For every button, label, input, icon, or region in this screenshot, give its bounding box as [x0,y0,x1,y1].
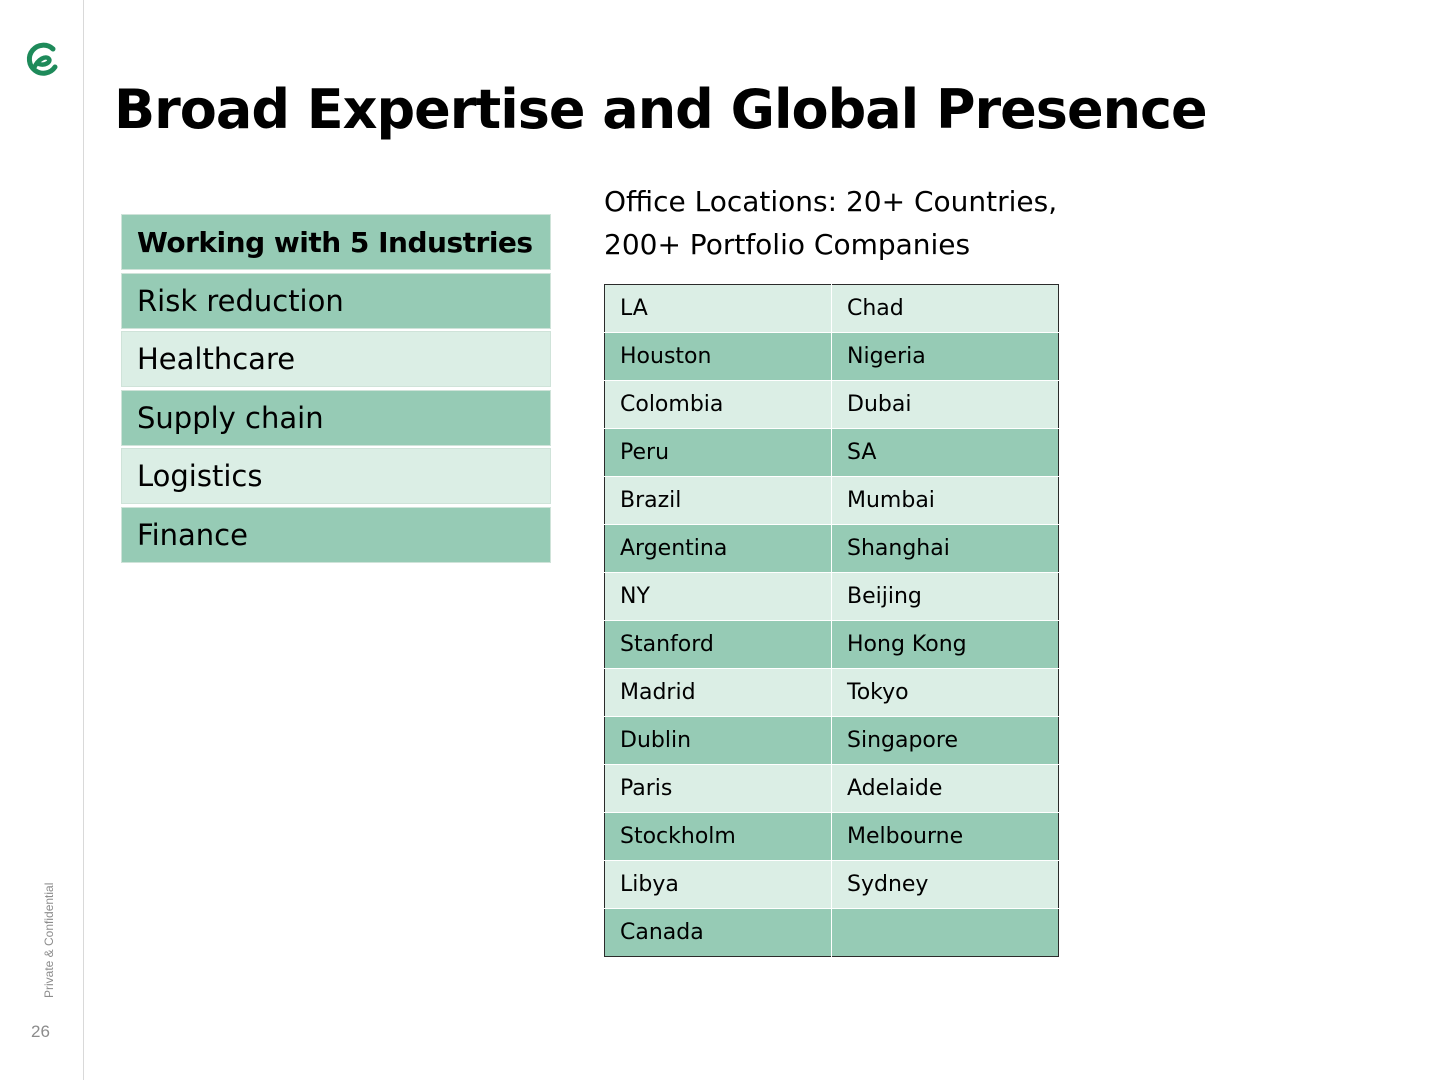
office-cell: Houston [604,332,832,381]
office-cell: NY [604,572,832,621]
table-row: LA Chad [604,284,1059,333]
office-cell: Chad [831,284,1059,333]
company-logo-icon [22,41,60,81]
table-row: Houston Nigeria [604,332,1059,381]
office-cell: Colombia [604,380,832,429]
table-row: Peru SA [604,428,1059,477]
page-title: Broad Expertise and Global Presence [114,78,1208,141]
table-row: Canada [604,908,1059,957]
office-cell: Argentina [604,524,832,573]
table-row: Argentina Shanghai [604,524,1059,573]
office-cell: Stanford [604,620,832,669]
office-cell: Sydney [831,860,1059,909]
industries-list: Working with 5 Industries Risk reduction… [121,214,551,565]
page-number: 26 [31,1022,50,1041]
office-cell [831,908,1059,957]
offices-caption-line1: Office Locations: 20+ Countries, [604,185,1058,218]
office-cell: Dublin [604,716,832,765]
office-cell: Mumbai [831,476,1059,525]
table-row: Colombia Dubai [604,380,1059,429]
industry-item: Finance [121,506,551,563]
sidebar-divider [83,0,84,1080]
office-cell: Libya [604,860,832,909]
table-row: Madrid Tokyo [604,668,1059,717]
table-row: NY Beijing [604,572,1059,621]
office-cell: Hong Kong [831,620,1059,669]
table-row: Dublin Singapore [604,716,1059,765]
office-cell: Canada [604,908,832,957]
office-cell: Dubai [831,380,1059,429]
office-cell: Peru [604,428,832,477]
office-cell: Adelaide [831,764,1059,813]
office-cell: Shanghai [831,524,1059,573]
office-cell: Beijing [831,572,1059,621]
office-cell: Stockholm [604,812,832,861]
confidential-label: Private & Confidential [42,882,56,998]
office-cell: Singapore [831,716,1059,765]
office-locations-table: LA Chad Houston Nigeria Colombia Dubai P… [604,284,1059,957]
office-cell: Melbourne [831,812,1059,861]
office-cell: Brazil [604,476,832,525]
offices-caption-line2: 200+ Portfolio Companies [604,228,971,261]
industries-header: Working with 5 Industries [121,214,551,270]
industry-item: Healthcare [121,331,551,387]
table-row: Libya Sydney [604,860,1059,909]
office-cell: Nigeria [831,332,1059,381]
table-row: Paris Adelaide [604,764,1059,813]
table-row: Stockholm Melbourne [604,812,1059,861]
offices-caption: Office Locations: 20+ Countries, 200+ Po… [604,180,1124,266]
office-cell: LA [604,284,832,333]
office-cell: Madrid [604,668,832,717]
table-row: Brazil Mumbai [604,476,1059,525]
table-row: Stanford Hong Kong [604,620,1059,669]
industry-item: Logistics [121,448,551,504]
office-cell: Tokyo [831,668,1059,717]
industry-item: Risk reduction [121,272,551,329]
office-cell: SA [831,428,1059,477]
industry-item: Supply chain [121,389,551,446]
office-cell: Paris [604,764,832,813]
